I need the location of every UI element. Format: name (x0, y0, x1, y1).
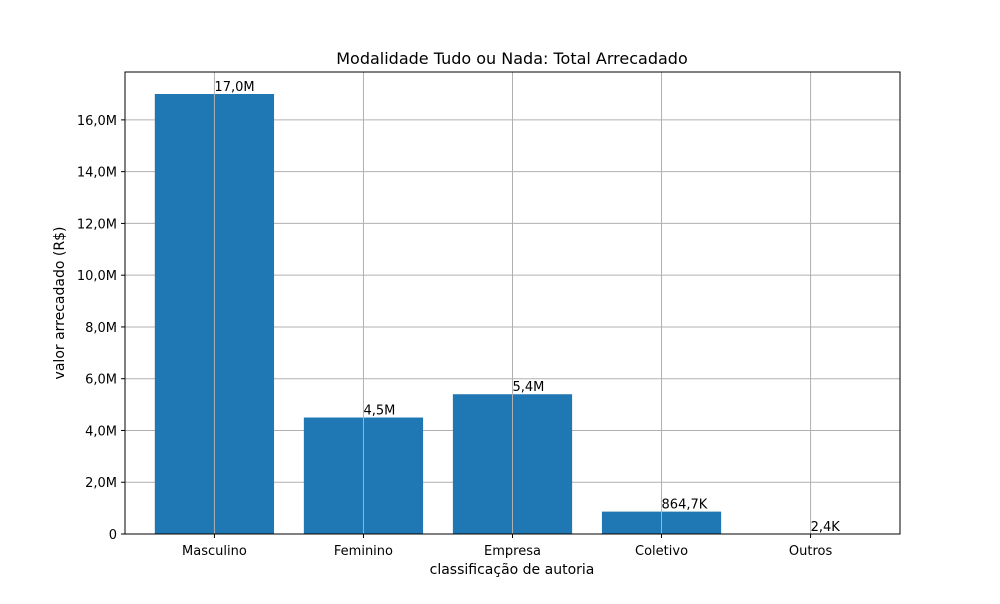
y-tick-label: 0 (109, 528, 117, 543)
data-label: 4,5M (363, 404, 395, 419)
y-tick-label: 10,0M (77, 269, 117, 284)
data-label: 864,7K (662, 498, 708, 513)
y-tick-label: 2,0M (85, 476, 117, 491)
y-tick-label: 14,0M (77, 166, 117, 181)
y-tick-label: 16,0M (77, 114, 117, 129)
data-label: 17,0M (214, 80, 254, 95)
x-tick-label: Feminino (334, 544, 393, 559)
y-tick-label: 4,0M (85, 424, 117, 439)
data-label: 5,4M (513, 380, 545, 395)
x-tick-label: Masculino (182, 544, 247, 559)
y-tick-label: 12,0M (77, 217, 117, 232)
y-axis-label: valor arrecadado (R$) (52, 227, 68, 380)
y-tick-label: 8,0M (85, 321, 117, 336)
chart-title: Modalidade Tudo ou Nada: Total Arrecadad… (336, 49, 688, 68)
x-tick-label: Outros (789, 544, 833, 559)
x-tick-label: Empresa (484, 544, 541, 559)
x-axis-label: classificação de autoria (430, 562, 595, 578)
data-label: 2,4K (811, 520, 841, 535)
y-tick-label: 6,0M (85, 373, 117, 388)
x-tick-label: Coletivo (635, 544, 688, 559)
